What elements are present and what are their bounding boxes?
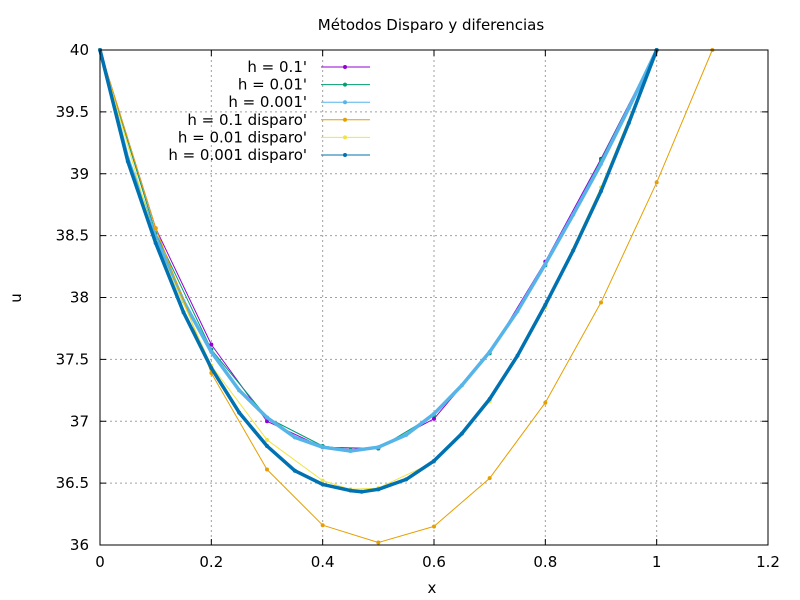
data-point xyxy=(599,161,603,166)
data-point xyxy=(571,212,576,217)
data-point xyxy=(265,415,269,420)
data-point xyxy=(320,478,325,483)
y-axis-label: u xyxy=(7,293,25,303)
data-point xyxy=(599,300,603,305)
data-point xyxy=(515,309,520,314)
data-point xyxy=(626,106,631,111)
data-point xyxy=(348,488,353,493)
data-point xyxy=(543,262,548,267)
grid-lines xyxy=(100,50,768,545)
data-point xyxy=(153,241,158,246)
chart-title: Métodos Disparo y diferencias xyxy=(318,16,545,34)
data-point xyxy=(543,400,548,405)
y-tick-label: 38 xyxy=(70,289,89,307)
data-point xyxy=(626,121,631,126)
y-tick-label: 36 xyxy=(70,536,89,554)
data-point xyxy=(404,477,409,482)
data-point xyxy=(292,468,297,473)
data-point xyxy=(487,396,492,401)
data-point xyxy=(487,476,492,481)
data-point xyxy=(654,180,659,185)
data-point xyxy=(571,248,576,253)
data-point xyxy=(181,310,186,315)
x-tick-label: 0.8 xyxy=(533,553,557,571)
legend-marker xyxy=(343,135,347,140)
y-tick-label: 40 xyxy=(70,41,89,59)
data-point xyxy=(376,540,381,545)
data-point xyxy=(320,523,325,528)
data-point xyxy=(237,388,242,393)
x-tick-label: 0.4 xyxy=(311,553,335,571)
data-point xyxy=(432,524,436,529)
data-point xyxy=(153,226,158,231)
data-point xyxy=(487,349,492,354)
data-point xyxy=(432,458,436,463)
y-tick-label: 37.5 xyxy=(56,350,89,368)
data-point xyxy=(265,444,269,448)
x-tick-label: 0.2 xyxy=(199,553,223,571)
legend-marker xyxy=(343,153,347,157)
axis-ticks: 0 0.2 0.4 0.6 0.8 1 1.2 36 36.5 37 37.5 38 38.5 39 39.… xyxy=(56,41,780,571)
data-point xyxy=(543,302,548,307)
y-tick-label: 39 xyxy=(70,165,89,183)
legend-marker xyxy=(343,100,347,105)
x-tick-label: 0.6 xyxy=(422,553,446,571)
data-point xyxy=(376,487,381,492)
data-point xyxy=(209,342,214,347)
y-tick-label: 36.5 xyxy=(56,474,89,492)
legend-label: h = 0.1' xyxy=(247,58,307,76)
data-point xyxy=(265,437,269,442)
data-point xyxy=(265,467,269,472)
data-point xyxy=(459,431,464,436)
data-point xyxy=(209,349,214,354)
legend-marker xyxy=(343,82,347,87)
legend-label: h = 0.001 disparo' xyxy=(168,146,307,164)
data-point xyxy=(348,448,353,453)
series-layer xyxy=(98,48,715,545)
x-tick-label: 1 xyxy=(652,553,662,571)
series-line xyxy=(98,49,659,494)
series-6 xyxy=(98,48,659,494)
series-5 xyxy=(98,48,659,492)
data-point xyxy=(432,411,436,416)
x-axis-label: x xyxy=(428,579,437,597)
data-point xyxy=(599,189,603,194)
y-tick-label: 37 xyxy=(70,412,89,430)
x-tick-label: 1.2 xyxy=(756,553,780,571)
data-point xyxy=(432,416,436,421)
data-point xyxy=(376,445,381,450)
x-tick-label: 0 xyxy=(95,553,105,571)
y-tick-label: 39.5 xyxy=(56,103,89,121)
data-point xyxy=(292,435,297,440)
series-line xyxy=(99,49,658,490)
legend-label: h = 0.1 disparo' xyxy=(187,111,307,129)
data-point xyxy=(125,159,130,164)
legend-label: h = 0.001' xyxy=(228,93,307,111)
y-tick-label: 38.5 xyxy=(56,227,89,245)
data-point xyxy=(237,410,242,415)
legend: h = 0.1'h = 0.01'h = 0.001'h = 0.1 dispa… xyxy=(168,58,370,164)
data-point xyxy=(459,383,464,388)
data-point xyxy=(515,353,520,358)
data-point xyxy=(404,432,409,437)
data-point xyxy=(320,482,325,487)
data-point xyxy=(320,445,325,450)
legend-marker xyxy=(343,117,347,122)
legend-label: h = 0.01 disparo' xyxy=(178,128,307,146)
legend-label: h = 0.01' xyxy=(238,76,307,94)
data-point xyxy=(359,489,364,494)
legend-marker xyxy=(343,65,347,69)
data-point xyxy=(209,366,214,371)
